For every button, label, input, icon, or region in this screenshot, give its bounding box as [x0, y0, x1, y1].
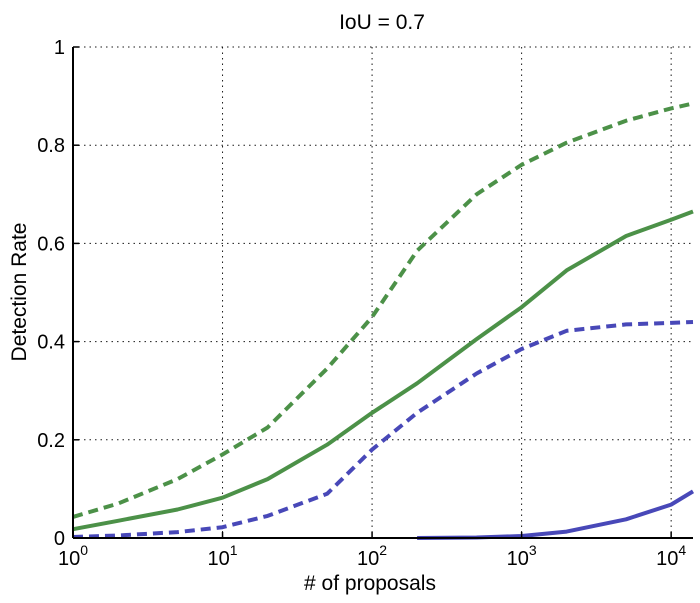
axes: [72, 46, 693, 539]
tick-labels: 0 0.2 0.4 0.6 0.8 1 100 101 102 103 104: [37, 37, 686, 570]
series-lines: [72, 101, 695, 540]
y-tick-label: 0.6: [37, 233, 65, 255]
x-tick-label: 100: [58, 542, 88, 570]
x-tick-label: 103: [507, 542, 537, 570]
y-tick-label: 0.4: [37, 332, 65, 354]
y-axis-title: Detection Rate: [8, 223, 31, 362]
series-line-3: [72, 320, 694, 539]
series-line-4: [417, 489, 695, 540]
series-line-2: [72, 209, 694, 532]
y-tick-label: 1: [54, 37, 65, 59]
grid-lines: [73, 46, 693, 538]
y-tick-label: 0: [54, 528, 65, 550]
x-tick-label: 101: [208, 542, 238, 570]
chart-title: IoU = 0.7: [339, 11, 425, 34]
y-tick-label: 0.2: [37, 430, 65, 452]
series-line-1: [72, 101, 694, 519]
x-tick-label: 102: [357, 542, 387, 570]
x-tick-label: 104: [656, 542, 686, 570]
y-tick-label: 0.8: [37, 135, 65, 157]
x-axis-title: # of proposals: [304, 572, 436, 595]
